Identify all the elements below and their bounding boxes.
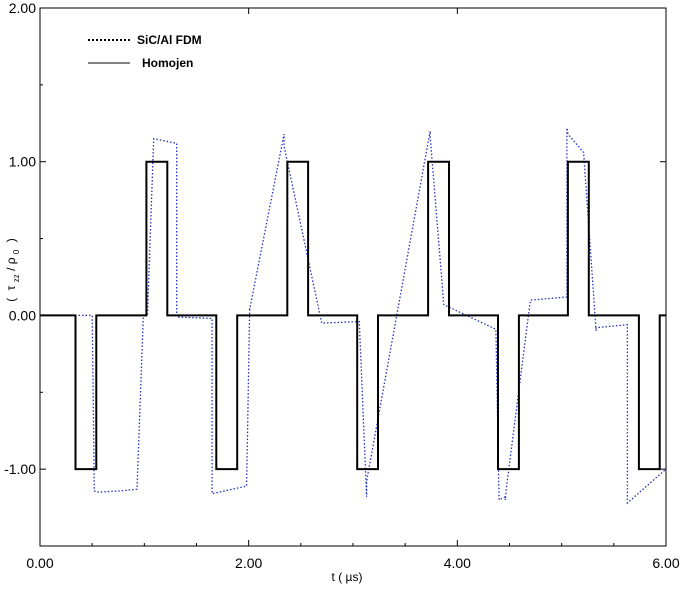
y-axis-label-tau: τ [4, 285, 18, 290]
y-axis-label-rho: ρ [4, 257, 18, 264]
y-axis-label-open: ( [4, 298, 18, 302]
y-tick-label: -1.00 [4, 461, 36, 477]
legend-label-homojen: Homojen [142, 56, 193, 70]
legend-label-sic-al-fdm: SiC/Al FDM [137, 33, 202, 47]
y-axis-ticks: -1.00 0.00 1.00 2.00 [4, 0, 666, 547]
series-lines [40, 127, 667, 505]
x-axis-label: t ( µs) [332, 570, 363, 584]
y-tick-label: 2.00 [9, 0, 36, 16]
x-tick-label: 2.00 [235, 555, 262, 571]
x-tick-label: 0.00 [26, 555, 53, 571]
x-axis-ticks: 0.00 2.00 4.00 6.00 [26, 8, 680, 571]
y-axis-label-close: ) [4, 238, 18, 242]
x-tick-label: 6.00 [652, 555, 679, 571]
y-axis-label-tau-sub: zz [12, 274, 21, 282]
y-axis-label-slash: / [4, 264, 18, 271]
plot-frame [39, 7, 667, 547]
y-axis-label: ( τ zz / ρ 0 ) [4, 238, 22, 301]
y-axis-label-rho-sub: 0 [12, 249, 21, 254]
y-tick-label: 0.00 [9, 307, 36, 323]
svg-text:( τ zz /: ( τ zz / ρ 0 ) [4, 238, 22, 301]
x-tick-label: 4.00 [444, 555, 471, 571]
legend: SiC/Al FDM Homojen [88, 33, 202, 70]
series-line-homojen [40, 160, 666, 471]
y-tick-label: 1.00 [9, 154, 36, 170]
